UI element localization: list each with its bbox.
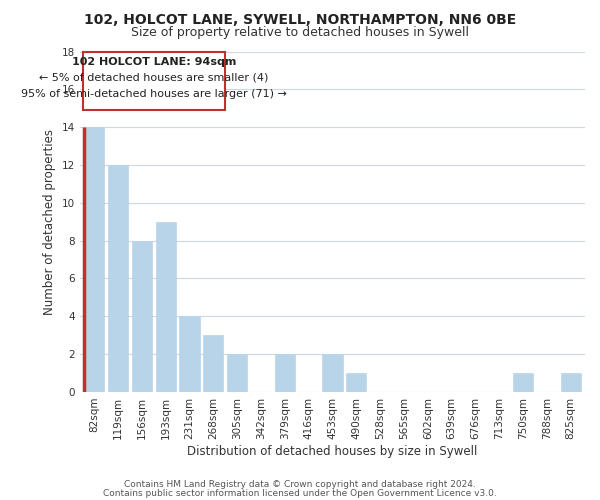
Bar [346,373,367,392]
Text: Contains HM Land Registry data © Crown copyright and database right 2024.: Contains HM Land Registry data © Crown c… [124,480,476,489]
Bar [84,127,104,392]
Bar [132,240,152,392]
Text: Size of property relative to detached houses in Sywell: Size of property relative to detached ho… [131,26,469,39]
Text: 95% of semi-detached houses are larger (71) →: 95% of semi-detached houses are larger (… [21,88,287,99]
Bar [322,354,343,392]
Bar [155,222,176,392]
Bar [179,316,200,392]
Text: ← 5% of detached houses are smaller (4): ← 5% of detached houses are smaller (4) [39,72,268,83]
X-axis label: Distribution of detached houses by size in Sywell: Distribution of detached houses by size … [187,444,478,458]
Bar [275,354,295,392]
Text: 102, HOLCOT LANE, SYWELL, NORTHAMPTON, NN6 0BE: 102, HOLCOT LANE, SYWELL, NORTHAMPTON, N… [84,12,516,26]
Bar [227,354,247,392]
Text: Contains public sector information licensed under the Open Government Licence v3: Contains public sector information licen… [103,488,497,498]
Text: 102 HOLCOT LANE: 94sqm: 102 HOLCOT LANE: 94sqm [71,57,236,67]
Bar [513,373,533,392]
Bar [108,165,128,392]
FancyBboxPatch shape [83,52,225,110]
Bar [203,335,223,392]
Y-axis label: Number of detached properties: Number of detached properties [43,128,56,314]
Bar [560,373,581,392]
